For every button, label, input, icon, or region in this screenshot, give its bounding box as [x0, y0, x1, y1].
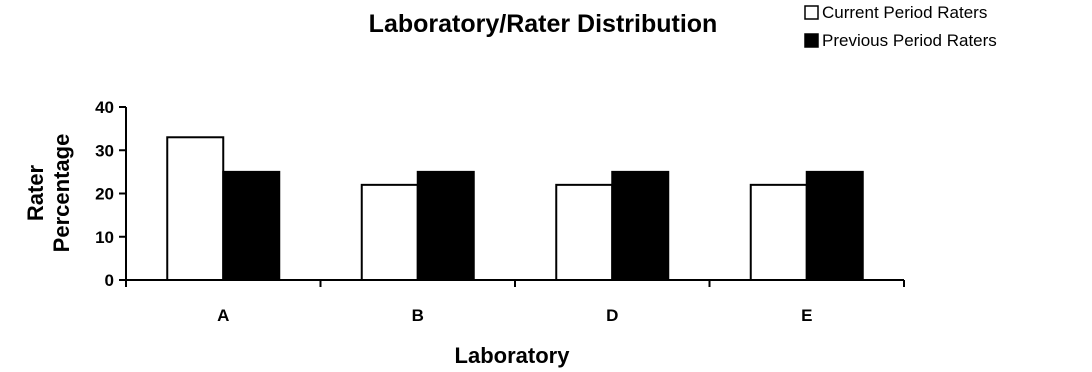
legend-label-current: Current Period Raters	[822, 3, 987, 22]
x-tick-label-e: E	[801, 306, 812, 325]
legend: Current Period Raters Previous Period Rat…	[799, 0, 1092, 73]
legend-box	[799, 0, 1092, 73]
bar-current-a	[166, 136, 225, 281]
x-tick-label-d: D	[606, 306, 618, 325]
bar-previous-e	[805, 170, 864, 281]
bar-previous-d	[611, 170, 670, 281]
y-tick-label-40: 40	[95, 98, 114, 117]
plot-area: 0 10 20 30 40 A B D E	[95, 98, 905, 325]
y-tick-label-10: 10	[95, 228, 114, 247]
y-axis-title: Rater Percentage	[23, 134, 74, 253]
x-tick-label-a: A	[217, 306, 229, 325]
legend-swatch-current	[804, 5, 819, 20]
y-axis-title-line-1: Rater	[23, 164, 48, 221]
x-tick-label-b: B	[412, 306, 424, 325]
y-tick-label-0: 0	[105, 271, 114, 290]
bar-current-e	[749, 183, 808, 282]
x-axis-title: Laboratory	[455, 343, 571, 368]
y-tick-label-20: 20	[95, 185, 114, 204]
bar-previous-b	[416, 170, 475, 281]
bar-current-d	[555, 183, 614, 282]
bar-previous-a	[222, 170, 281, 281]
bar-current-b	[360, 183, 419, 282]
legend-swatch-previous	[804, 33, 819, 48]
legend-label-previous: Previous Period Raters	[822, 31, 997, 50]
y-axis-title-line-2: Percentage	[49, 134, 74, 253]
chart-title: Laboratory/Rater Distribution	[369, 10, 718, 38]
y-tick-label-30: 30	[95, 141, 114, 160]
